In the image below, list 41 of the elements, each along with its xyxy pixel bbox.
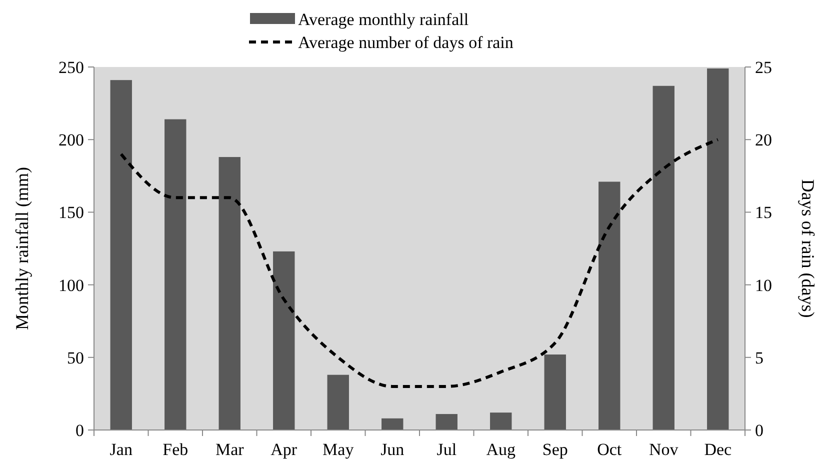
bar [652,86,674,430]
y2-tick-label: 5 [755,348,764,368]
bar [110,80,132,430]
x-tick-label: Oct [597,440,622,459]
x-tick-label: May [322,440,354,459]
bar [490,412,512,430]
bar [382,418,404,430]
y-axis-title: Monthly rainfall (mm) [12,167,32,330]
bar [218,157,240,430]
x-tick-label: Dec [704,440,732,459]
y-tick-label: 50 [67,348,84,368]
y2-tick-label: 15 [755,203,772,222]
line-series [120,138,720,388]
y2-tick-label: 10 [755,276,772,295]
y2-axis-title: Days of rain (days) [798,179,818,318]
x-tick-label: Apr [270,440,298,459]
x-tick-label: Feb [162,440,188,459]
legend-label: Average number of days of rain [298,32,514,52]
y2-tick-label: 0 [755,420,764,440]
x-tick-label: Nov [648,440,679,459]
bar [598,182,620,430]
y-tick-label: 250 [58,58,84,77]
y2-tick-label: 25 [755,58,772,77]
legend-label: Average monthly rainfall [298,10,469,29]
x-tick-label: Aug [486,440,516,459]
y-tick-label: 200 [58,130,84,150]
bar [327,374,349,430]
bar [544,354,566,430]
x-tick-label: Jan [110,440,133,459]
bar [436,414,458,430]
y-tick-label: 100 [58,276,84,295]
y2-tick-label: 20 [755,130,772,150]
x-tick-label: Sep [542,440,568,459]
x-tick-label: Mar [215,440,244,459]
y-tick-label: 150 [58,203,84,222]
bar [164,119,186,430]
bar [273,251,295,430]
bar [707,68,729,430]
y-tick-label: 0 [76,420,84,440]
x-tick-label: Jun [380,440,405,459]
x-tick-label: Jul [436,440,457,459]
